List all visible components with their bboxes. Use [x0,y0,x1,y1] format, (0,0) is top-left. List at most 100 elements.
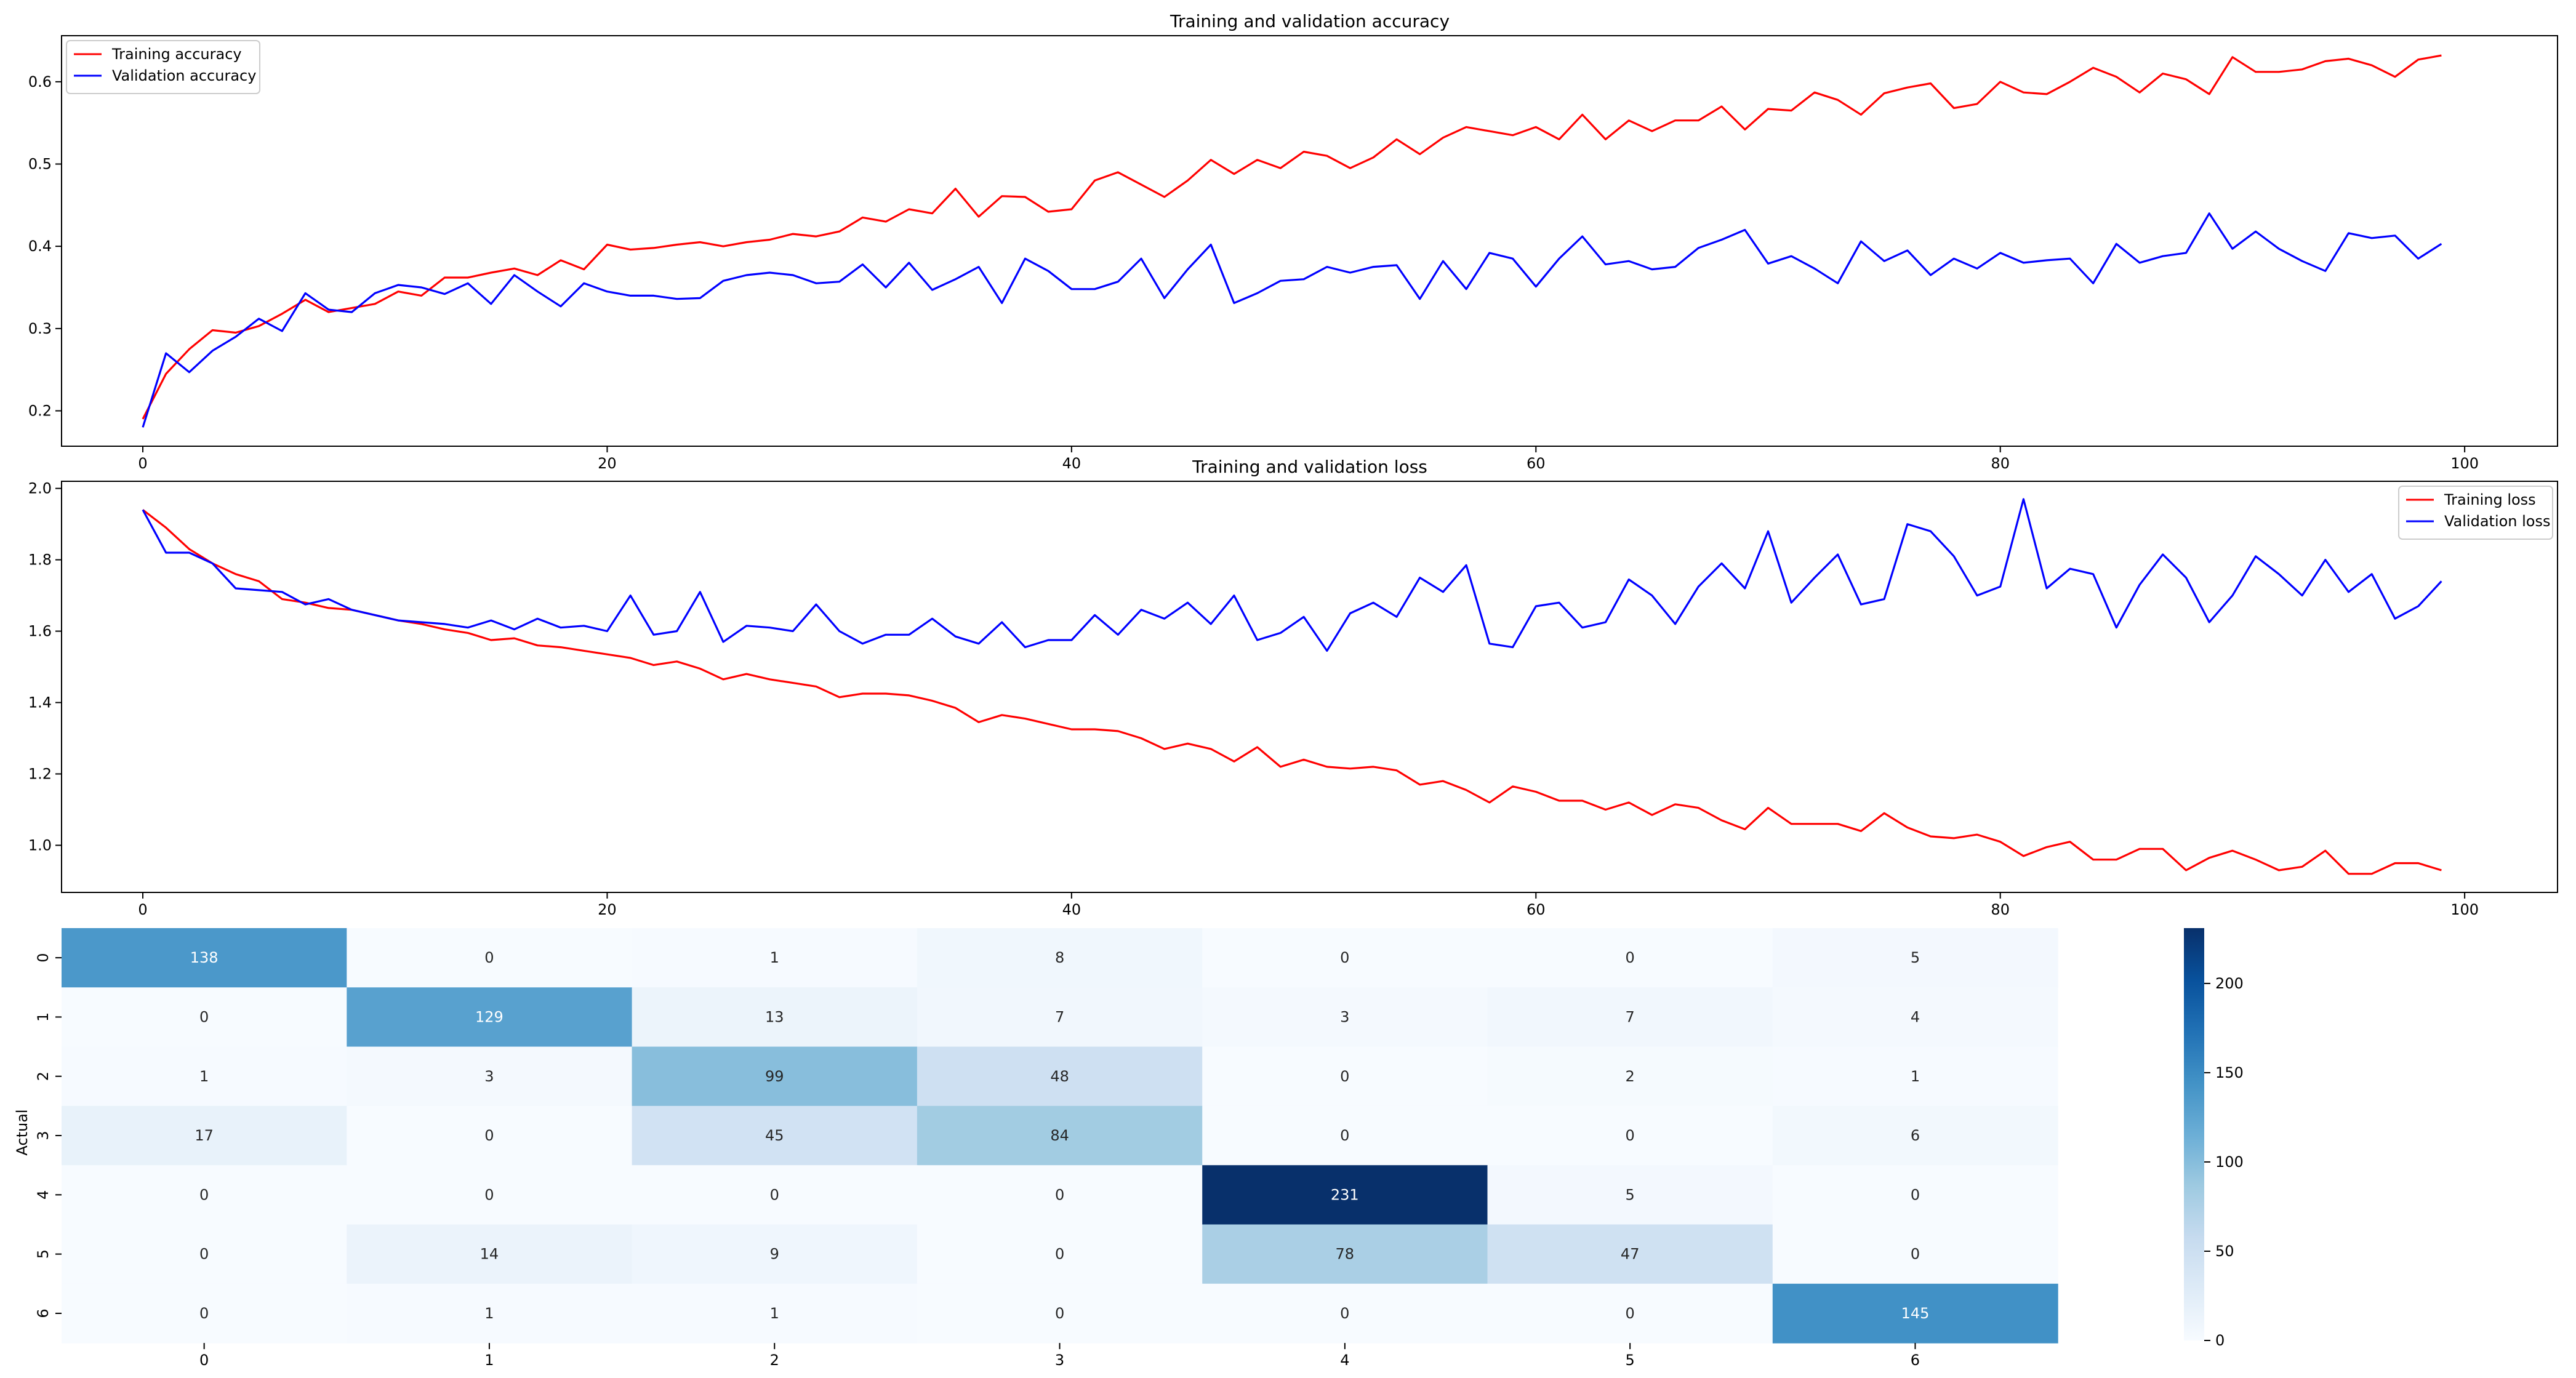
heatmap-cell-value-1-6: 4 [1911,1009,1920,1026]
heatmap-cell-value-6-0: 0 [199,1305,209,1322]
heatmap-cell-3-5 [1487,1105,1773,1166]
accuracy-xtick-label-3: 60 [1527,455,1546,472]
accuracy-xtick-label-5: 100 [2450,455,2479,472]
colorbar-tick-label-1: 50 [2215,1243,2234,1260]
heatmap-cell-value-2-1: 3 [484,1068,494,1085]
colorbar-tick-label-3: 150 [2215,1064,2244,1081]
heatmap-cell-5-4 [1202,1224,1488,1284]
heatmap-xtick-label-2: 2 [770,1352,779,1369]
accuracy-series-training-accuracy [142,54,2442,420]
heatmap-cell-value-3-3: 84 [1050,1127,1069,1144]
heatmap-cell-value-2-6: 1 [1911,1068,1920,1085]
heatmap-cell-3-0 [62,1105,347,1166]
heatmap-cell-4-1 [347,1165,633,1225]
heatmap-cell-value-1-3: 7 [1055,1009,1064,1026]
loss-xtick-label-3: 60 [1527,901,1546,918]
heatmap-cell-4-4 [1202,1165,1488,1225]
heatmap-ytick-label-3: 3 [34,1131,52,1140]
heatmap-ytick-label-0: 0 [34,953,52,963]
heatmap-cell-2-0 [62,1046,347,1107]
confusion-matrix-ylabel: Actual [14,1109,31,1155]
heatmap-cell-value-2-2: 99 [765,1068,784,1085]
loss-series-training-loss [142,509,2442,875]
heatmap-cell-6-6 [1772,1283,2058,1344]
heatmap-cell-1-3 [917,987,1203,1048]
heatmap-cell-6-1 [347,1283,633,1344]
heatmap-ytick-label-6: 6 [34,1308,52,1318]
heatmap-xtick-label-0: 0 [199,1352,209,1369]
heatmap-cell-value-4-0: 0 [199,1186,209,1203]
accuracy-xtick-label-0: 0 [138,455,147,472]
heatmap-cell-value-4-3: 0 [1055,1186,1064,1203]
heatmap-cell-value-2-0: 1 [199,1068,209,1085]
heatmap-cell-value-4-1: 0 [484,1186,494,1203]
legend-training-loss-label: Training loss [2444,491,2536,508]
accuracy-xtick-label-4: 80 [1991,455,2010,472]
heatmap-cell-value-6-1: 1 [484,1305,494,1322]
accuracy-ytick-label-1: 0.3 [28,320,52,337]
accuracy-legend: Training accuracy Validation accuracy [66,40,260,94]
heatmap-cell-3-1 [347,1105,633,1166]
heatmap-cell-5-3 [917,1224,1203,1284]
heatmap-cell-0-1 [347,928,633,988]
heatmap-cell-6-5 [1487,1283,1773,1344]
heatmap-cell-6-2 [632,1283,918,1344]
heatmap-cell-0-2 [632,928,918,988]
heatmap-cell-5-5 [1487,1224,1773,1284]
loss-ytick-label-4: 1.8 [28,551,52,569]
heatmap-ytick-label-5: 5 [34,1249,52,1259]
colorbar-tick-label-2: 100 [2215,1153,2244,1171]
heatmap-cell-value-3-5: 0 [1626,1127,1635,1144]
heatmap-cell-value-1-0: 0 [199,1009,209,1026]
heatmap-cell-4-2 [632,1165,918,1225]
heatmap-cell-2-5 [1487,1046,1773,1107]
heatmap-cell-2-2 [632,1046,918,1107]
loss-ytick-label-5: 2.0 [28,480,52,497]
accuracy-ytick-label-4: 0.6 [28,73,52,90]
heatmap-cell-value-2-5: 2 [1626,1068,1635,1085]
accuracy-ytick-label-2: 0.4 [28,238,52,255]
loss-xtick-label-0: 0 [138,901,147,918]
heatmap-cell-value-0-4: 0 [1340,949,1349,966]
heatmap-cell-value-0-1: 0 [484,949,494,966]
heatmap-cell-value-5-6: 0 [1911,1246,1920,1263]
accuracy-plot-frame [61,35,2558,447]
legend-validation-accuracy-label: Validation accuracy [112,67,256,84]
heatmap-cell-value-5-5: 47 [1621,1246,1640,1263]
heatmap-cell-value-3-6: 6 [1911,1127,1920,1144]
heatmap-xtick-label-5: 5 [1626,1352,1635,1369]
heatmap-cell-value-4-6: 0 [1911,1186,1920,1203]
confusion-matrix: 138 0 1 8 0 0 50 129 13 7 3 7 41 3 99 48 0 2 117 0 45 84 0 0 60 0… [14,928,2244,1369]
heatmap-cell-value-5-3: 0 [1055,1246,1064,1263]
heatmap-cell-value-5-2: 9 [770,1246,779,1263]
heatmap-cell-5-2 [632,1224,918,1284]
heatmap-cell-value-2-3: 48 [1050,1068,1069,1085]
heatmap-cell-0-6 [1772,928,2058,988]
heatmap-cell-value-1-4: 3 [1340,1009,1349,1026]
heatmap-cell-0-0 [62,928,347,988]
heatmap-cell-value-6-6: 145 [1901,1305,1930,1322]
heatmap-xtick-label-6: 6 [1911,1352,1920,1369]
loss-xtick-label-2: 40 [1062,901,1081,918]
heatmap-cell-5-6 [1772,1224,2058,1284]
colorbar-tick-label-0: 0 [2215,1332,2225,1349]
heatmap-xtick-label-4: 4 [1340,1352,1349,1369]
heatmap-cell-4-6 [1772,1165,2058,1225]
heatmap-cell-value-6-5: 0 [1626,1305,1635,1322]
heatmap-cell-3-6 [1772,1105,2058,1166]
colorbar-tick-label-4: 200 [2215,975,2244,992]
heatmap-ytick-label-4: 4 [34,1190,52,1200]
heatmap-cell-value-5-0: 0 [199,1246,209,1263]
accuracy-series-validation-accuracy [142,212,2442,428]
heatmap-cell-value-3-2: 45 [765,1127,784,1144]
heatmap-cell-5-0 [62,1224,347,1284]
heatmap-cell-value-6-2: 1 [770,1305,779,1322]
heatmap-cell-6-3 [917,1283,1203,1344]
heatmap-cell-value-4-5: 5 [1626,1186,1635,1203]
heatmap-cell-4-0 [62,1165,347,1225]
heatmap-cell-6-4 [1202,1283,1488,1344]
heatmap-cell-value-5-4: 78 [1336,1246,1355,1263]
heatmap-cell-5-1 [347,1224,633,1284]
heatmap-cell-value-0-5: 0 [1626,949,1635,966]
